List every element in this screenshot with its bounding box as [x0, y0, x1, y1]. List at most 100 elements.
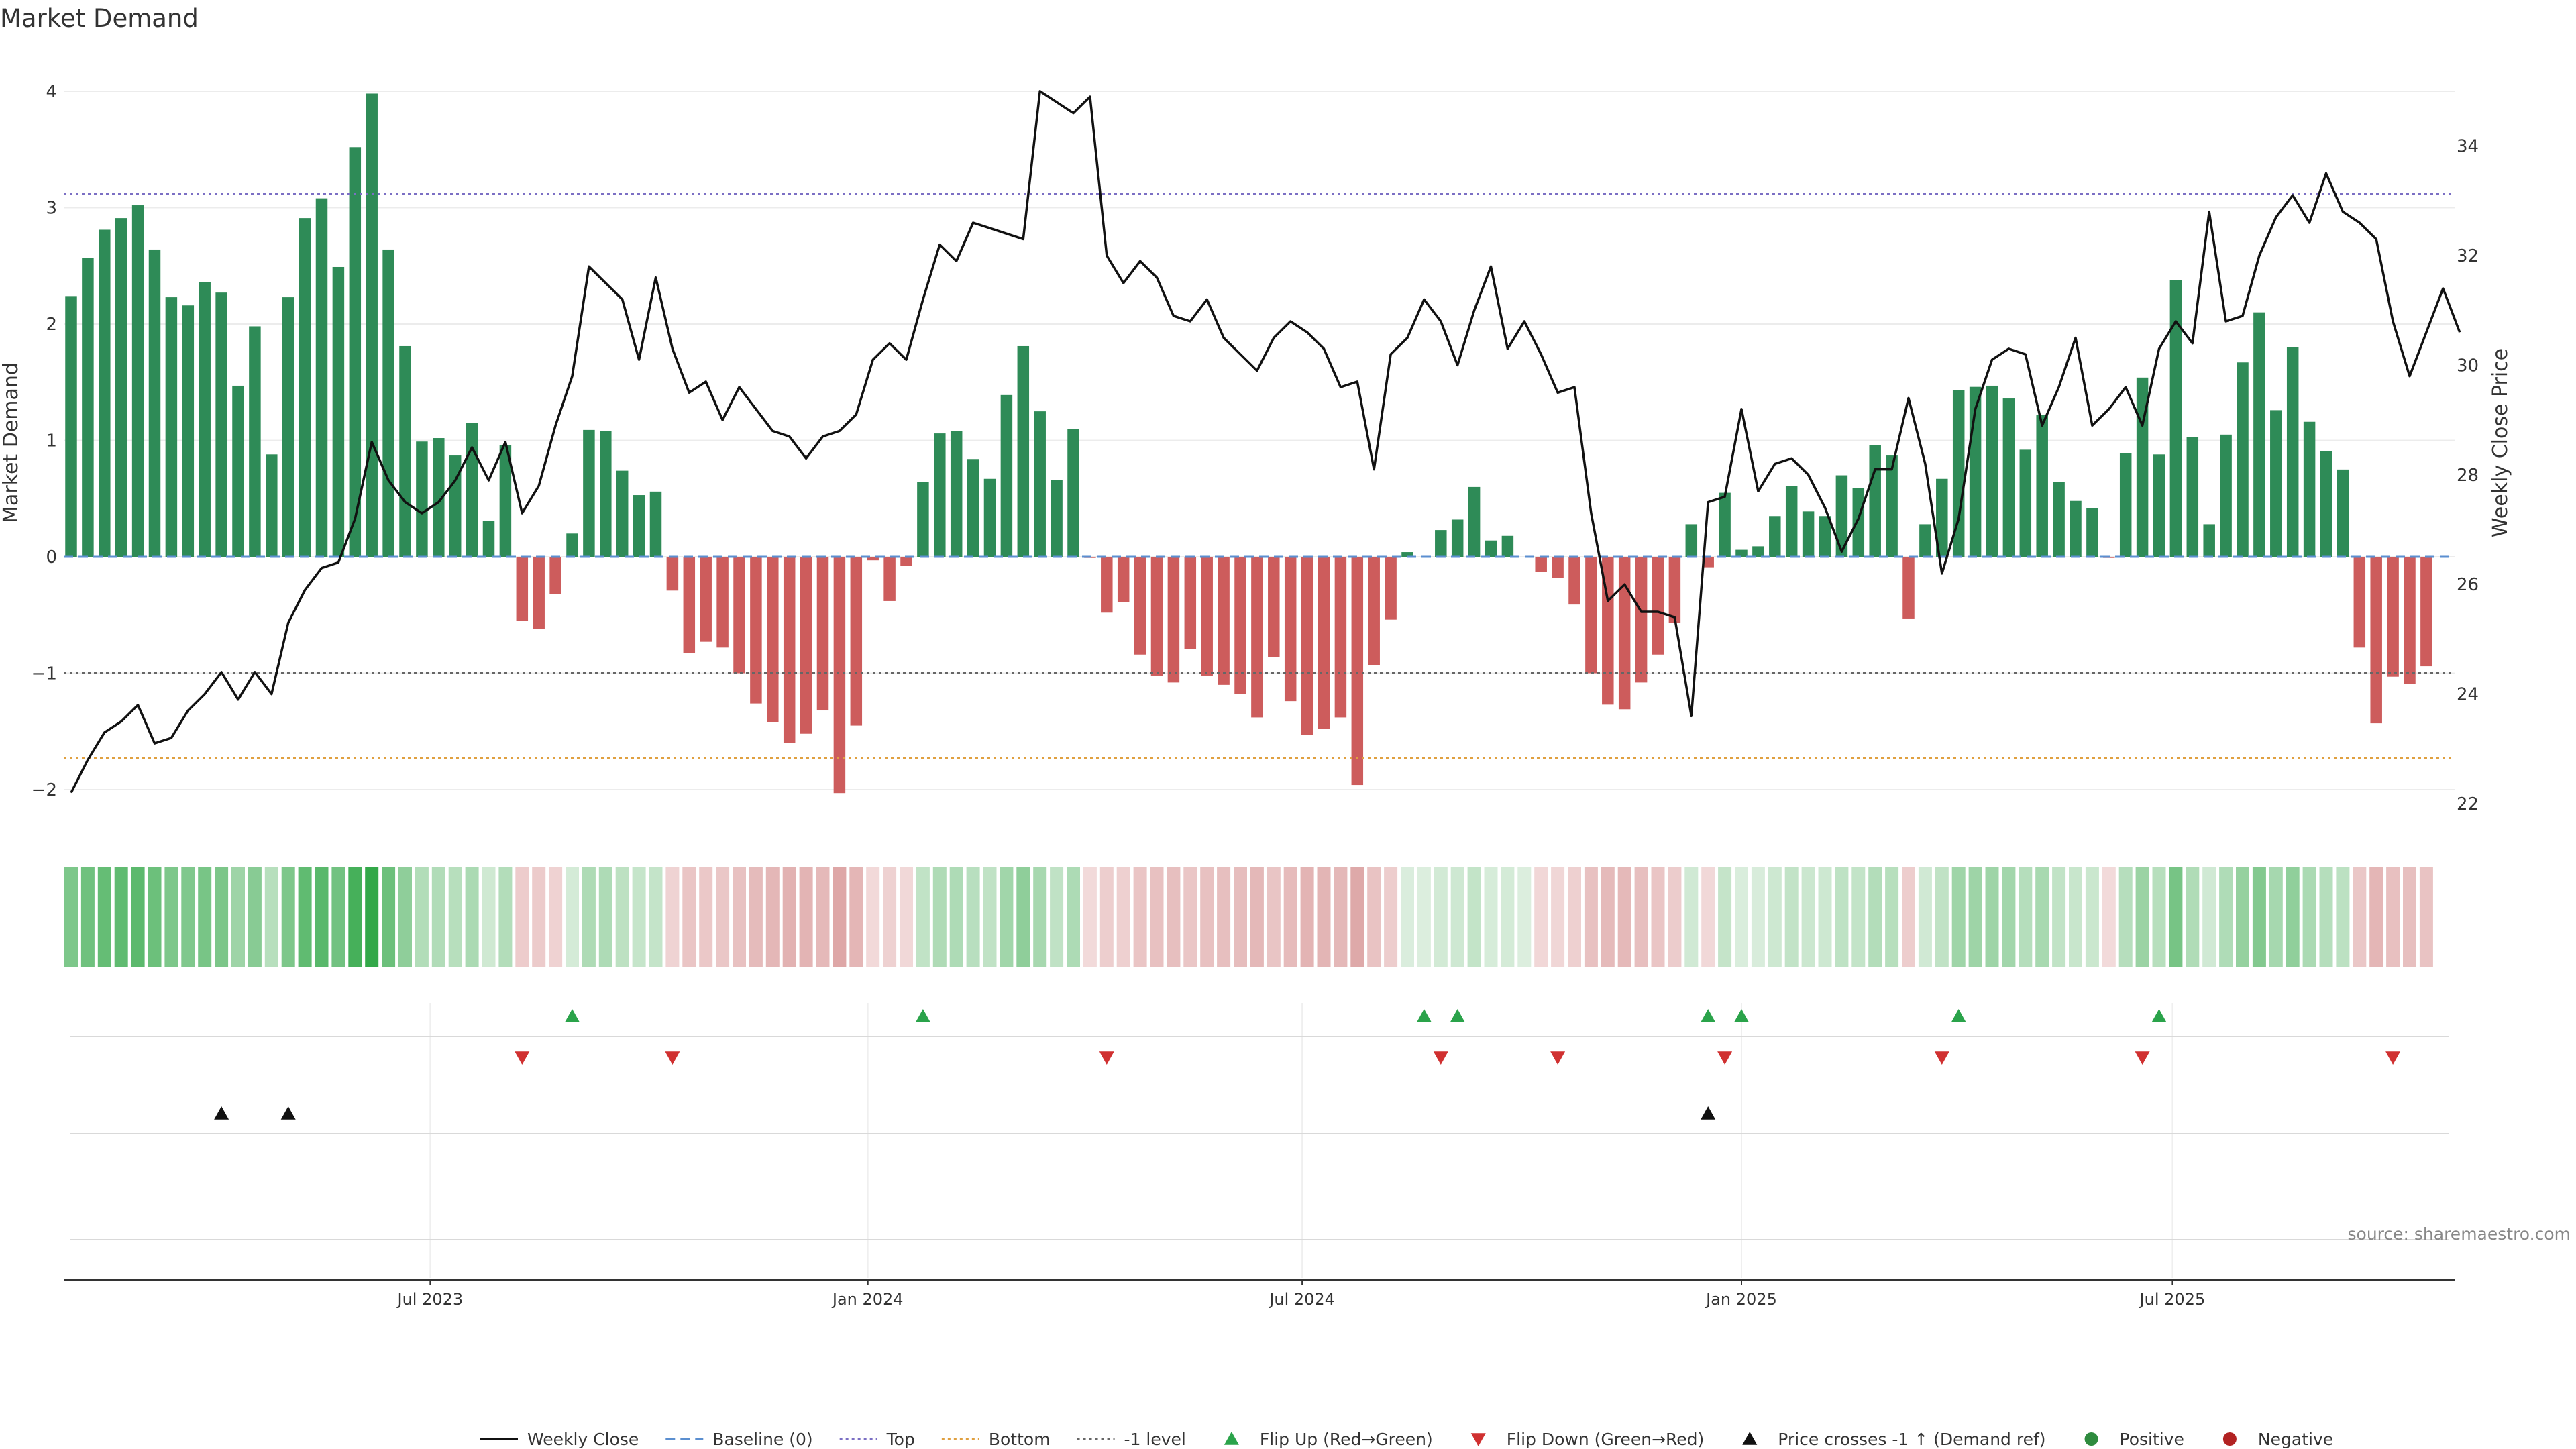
y2-tick-label: 34 — [2457, 137, 2479, 157]
x-tick-label: Jul 2025 — [2139, 1290, 2206, 1309]
flip-down-marker — [1717, 1051, 1733, 1065]
heat-cell — [1601, 867, 1615, 967]
heat-cell — [315, 867, 329, 967]
heat-cell — [2419, 867, 2433, 967]
heat-cell — [1300, 867, 1314, 967]
demand-bar-negative — [1368, 557, 1380, 665]
demand-bar-positive — [1735, 549, 1748, 557]
heat-cell — [749, 867, 763, 967]
legend-swatch-triangle-up — [1224, 1432, 1239, 1445]
heat-cell — [298, 867, 312, 967]
demand-bar-negative — [1150, 557, 1163, 676]
demand-bar-negative — [1568, 557, 1580, 605]
legend-swatch-triangle-down — [1470, 1433, 1486, 1446]
heat-cell — [1517, 867, 1532, 967]
heat-cell — [1000, 867, 1014, 967]
legend-label: -1 level — [1124, 1430, 1186, 1449]
heat-cell — [2369, 867, 2383, 967]
heat-cell — [64, 867, 78, 967]
demand-bar-positive — [2019, 449, 2032, 557]
heat-cell — [398, 867, 412, 967]
price-cross-markers-panel — [70, 1106, 2449, 1240]
demand-bar-negative — [1902, 557, 1915, 619]
heat-cell — [1434, 867, 1448, 967]
heat-cell — [1417, 867, 1431, 967]
demand-bar-positive — [1802, 511, 1815, 557]
price-cross-marker — [280, 1106, 296, 1120]
heat-cell — [2353, 867, 2367, 967]
demand-bar-negative — [1218, 557, 1230, 685]
heat-cell — [281, 867, 295, 967]
demand-bar-positive — [99, 229, 111, 557]
demand-bar-positive — [2303, 421, 2316, 557]
demand-bar-positive — [2286, 347, 2299, 557]
demand-bar-negative — [549, 557, 561, 594]
demand-bar-negative — [783, 557, 796, 743]
demand-bar-positive — [65, 296, 77, 557]
demand-bar-positive — [2070, 500, 2082, 557]
heat-cell — [2269, 867, 2283, 967]
demand-bar-positive — [382, 249, 394, 557]
heat-cell — [716, 867, 730, 967]
heat-cell — [2118, 867, 2133, 967]
demand-bar-negative — [867, 557, 879, 561]
y2-tick-label: 26 — [2457, 575, 2479, 595]
heat-cell — [415, 867, 429, 967]
demand-bar-positive — [2337, 469, 2349, 557]
heat-cell — [348, 867, 362, 967]
heat-cell — [566, 867, 579, 967]
heat-cell — [1467, 867, 1481, 967]
demand-bar-negative — [900, 557, 912, 566]
heat-cell — [1718, 867, 1732, 967]
heat-cell — [515, 867, 529, 967]
demand-bar-negative — [1635, 557, 1648, 683]
heat-cell — [1350, 867, 1364, 967]
demand-bar-positive — [1435, 530, 1447, 557]
demand-bar-negative — [533, 557, 545, 629]
legend-label: Baseline (0) — [712, 1430, 812, 1449]
demand-bar-positive — [115, 218, 127, 557]
y-axis-ticks: −2 −1 0 1 2 3 4 — [32, 82, 57, 800]
heat-cell — [2152, 867, 2166, 967]
legend-label: Weekly Close — [527, 1430, 639, 1449]
demand-bar-negative — [2387, 557, 2399, 677]
heat-cell — [2252, 867, 2266, 967]
flip-down-marker — [665, 1051, 680, 1065]
y2-axis-ticks: 22 24 26 28 30 32 34 — [2457, 137, 2479, 814]
heat-cell — [2019, 867, 2033, 967]
y-tick-label: 4 — [46, 82, 57, 102]
heat-cell — [615, 867, 629, 967]
legend-swatch-triangle-up — [1742, 1432, 1758, 1445]
demand-bar-positive — [950, 431, 963, 557]
heat-cell — [1651, 867, 1665, 967]
heat-cell — [1200, 867, 1214, 967]
legend-item: Flip Down (Green→Red) — [1470, 1430, 1704, 1449]
y-tick-label: −2 — [32, 780, 57, 800]
demand-bar-negative — [2353, 557, 2366, 648]
demand-bar-positive — [148, 249, 161, 557]
flip-down-marker — [2135, 1051, 2150, 1065]
heat-cell — [482, 867, 496, 967]
y2-tick-label: 24 — [2457, 685, 2479, 705]
legend-label: Positive — [2120, 1430, 2184, 1449]
legend-item: Positive — [2084, 1430, 2184, 1449]
demand-bar-negative — [1184, 557, 1197, 649]
x-tick-label: Jul 2024 — [1268, 1290, 1335, 1309]
demand-bar-positive — [1468, 486, 1481, 557]
demand-bar-positive — [315, 198, 328, 557]
heat-cell — [2302, 867, 2316, 967]
heat-cell — [1634, 867, 1648, 967]
x-tick-label: Jan 2025 — [1705, 1290, 1777, 1309]
demand-bar-positive — [1886, 455, 1898, 557]
heat-cell — [866, 867, 880, 967]
heat-cell — [1099, 867, 1114, 967]
demand-bar-negative — [1117, 557, 1130, 602]
heat-cell — [2035, 867, 2049, 967]
heat-cell — [2085, 867, 2099, 967]
flip-up-marker — [1450, 1009, 1465, 1022]
flip-up-marker — [1734, 1009, 1749, 1022]
heat-cell — [1384, 867, 1398, 967]
demand-bar-positive — [583, 429, 595, 557]
chart-title: Market Demand — [0, 4, 199, 33]
